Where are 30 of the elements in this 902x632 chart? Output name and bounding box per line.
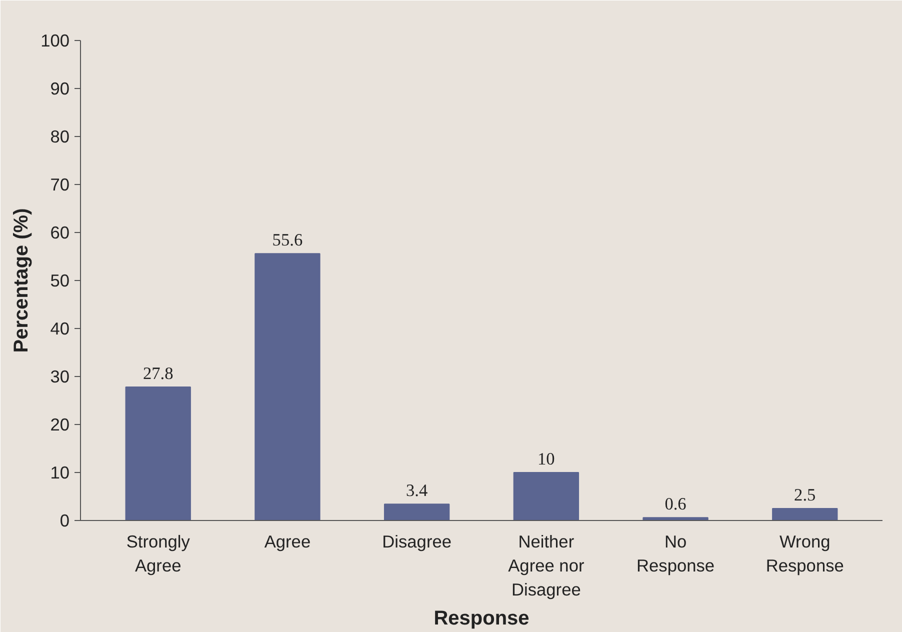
bar [384,504,450,520]
data-label: 10 [538,450,555,468]
y-tick-label: 90 [50,78,70,98]
x-tick-label: Disagree [382,532,452,552]
y-axis-title: Percentage (%) [10,208,33,353]
bar [513,472,580,520]
data-label: 2.5 [794,486,816,504]
y-tick-label: 0 [60,510,70,530]
y-tick-label: 70 [50,174,70,194]
data-label: 0.6 [664,494,687,514]
data-label: 3.4 [406,481,428,500]
x-tick-label: Strongly Agree [126,532,190,576]
x-tick-label: Wrong Response [766,532,844,576]
bar [254,253,320,520]
y-tick-label: 50 [50,270,70,290]
y-tick-label: 10 [50,462,70,482]
y-tick-label: 100 [40,30,70,50]
x-tick-label: Agree [264,532,311,552]
y-tick-label: 60 [50,222,70,242]
bar [125,386,191,520]
y-tick-label: 20 [50,414,70,434]
data-label: 27.8 [142,364,174,384]
bar [772,508,838,520]
x-tick-label: No Response [636,532,715,576]
y-tick-label: 30 [50,366,70,386]
data-label: 55.6 [272,230,303,250]
y-tick-label: 80 [50,126,70,146]
y-tick-label: 40 [50,318,70,338]
x-tick-label: Neither Agree nor Disagree [508,532,584,600]
x-axis-title: Response [434,608,530,630]
